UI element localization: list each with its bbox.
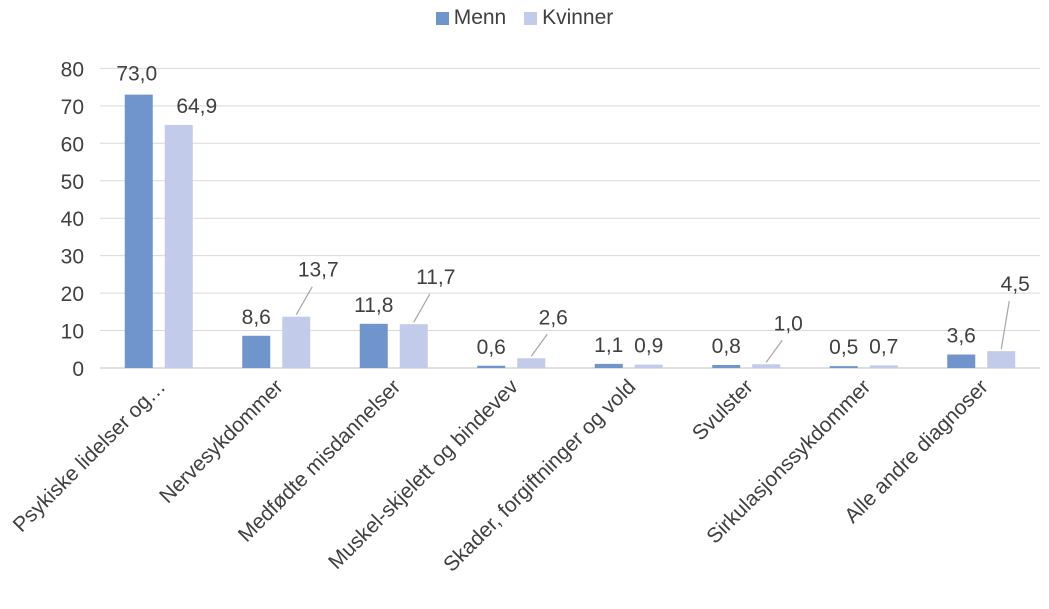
x-tick-label: Nervesykdommer	[155, 375, 288, 508]
bar-menn-1	[242, 335, 271, 368]
bar-kvinner-4	[634, 364, 663, 368]
bar-menn-0	[124, 94, 153, 369]
bar-kvinner-2	[399, 324, 428, 368]
data-label: 11,8	[354, 294, 393, 317]
y-tick-label: 10	[61, 321, 84, 344]
bar-menn-7	[947, 354, 976, 368]
bar-menn-3	[477, 365, 506, 368]
data-label: 11,7	[416, 266, 455, 289]
data-label: 3,6	[947, 325, 976, 348]
data-label: 1,0	[774, 312, 803, 335]
x-tick-label: Psykiske lidelser og…	[9, 375, 171, 537]
leader-line	[1000, 301, 1010, 350]
bar-menn-6	[829, 366, 858, 368]
data-label: 2,6	[539, 306, 568, 329]
legend: Menn Kvinner	[0, 6, 1049, 31]
y-tick-label: 60	[61, 133, 84, 156]
data-label: 0,5	[829, 336, 858, 359]
leader-line	[413, 293, 431, 323]
data-label: 1,1	[594, 334, 623, 357]
legend-item-kvinner: Kvinner	[524, 6, 613, 30]
y-tick-label: 20	[61, 283, 84, 306]
leader-line	[295, 286, 313, 315]
bar-kvinner-1	[282, 316, 311, 368]
data-label: 73,0	[116, 63, 157, 86]
data-label: 13,7	[298, 259, 339, 282]
leader-line	[530, 333, 548, 357]
leader-line	[765, 339, 783, 363]
bar-kvinner-5	[752, 364, 781, 368]
data-label: 0,8	[712, 335, 741, 358]
data-label: 64,9	[176, 95, 217, 118]
legend-label-kvinner: Kvinner	[542, 6, 614, 29]
y-tick-label: 50	[61, 171, 84, 194]
y-tick-label: 80	[61, 58, 84, 81]
data-label: 0,7	[869, 335, 898, 358]
bar-kvinner-7	[987, 351, 1016, 368]
y-tick-label: 0	[72, 358, 84, 381]
y-tick-label: 40	[61, 208, 84, 231]
data-label: 4,5	[1001, 273, 1030, 296]
bar-menn-5	[712, 365, 741, 368]
legend-item-menn: Menn	[435, 6, 507, 30]
x-tick-label: Svulster	[688, 375, 758, 445]
legend-label-menn: Menn	[453, 6, 507, 29]
bar-menn-2	[359, 323, 388, 368]
bar-kvinner-6	[869, 365, 898, 368]
legend-swatch-menn	[435, 11, 449, 25]
bar-kvinner-0	[164, 124, 193, 369]
data-label: 0,9	[634, 335, 663, 358]
data-label: 0,6	[477, 336, 506, 359]
data-label: 8,6	[242, 306, 271, 329]
y-tick-label: 30	[61, 246, 84, 269]
y-tick-label: 70	[61, 96, 84, 119]
bar-kvinner-3	[517, 358, 546, 368]
x-tick-label: Skader, forgiftninger og vold	[439, 375, 640, 576]
legend-swatch-kvinner	[524, 11, 538, 25]
x-tick-label: Muskel-skjelett og bindevev	[324, 375, 523, 574]
bar-menn-4	[594, 363, 623, 368]
